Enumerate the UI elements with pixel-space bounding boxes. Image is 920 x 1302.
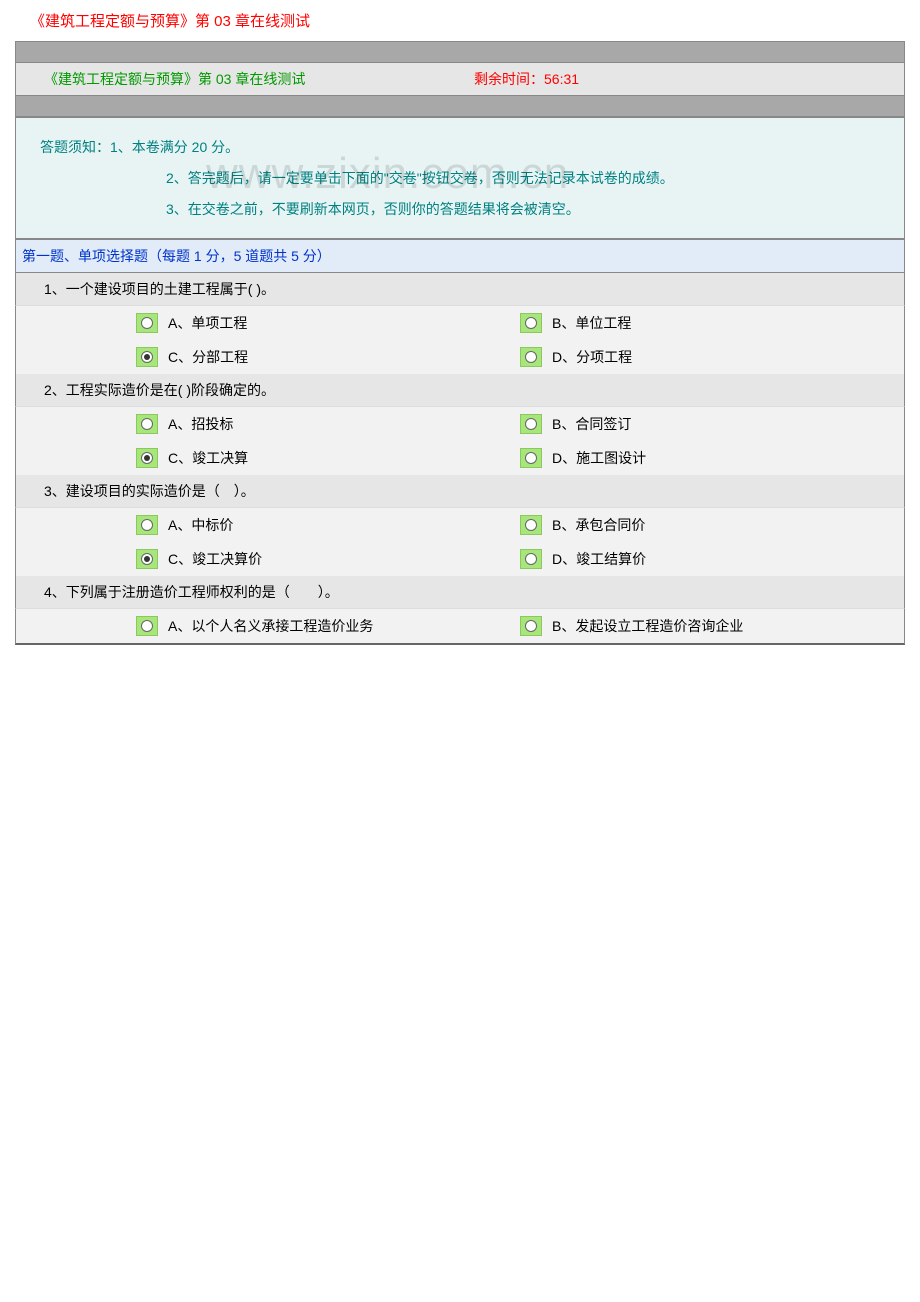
radio-dot-icon	[141, 620, 153, 632]
option-label: C、竣工决算价	[168, 549, 262, 569]
option-cell: C、竣工决算	[16, 448, 520, 468]
option-label: B、单位工程	[552, 313, 631, 333]
top-gray-bar	[15, 41, 905, 63]
radio-dot-icon	[525, 553, 537, 565]
radio-button[interactable]	[136, 347, 158, 367]
option-cell: C、竣工决算价	[16, 549, 520, 569]
option-cell: D、施工图设计	[520, 448, 904, 468]
radio-button[interactable]	[520, 616, 542, 636]
option-cell: A、中标价	[16, 515, 520, 535]
quiz-title: 《建筑工程定额与预算》第 03 章在线测试	[16, 69, 474, 89]
radio-button[interactable]	[520, 347, 542, 367]
option-label: A、招投标	[168, 414, 233, 434]
question-text: 4、下列属于注册造价工程师权利的是（ ）。	[15, 576, 905, 609]
radio-dot-icon	[141, 519, 153, 531]
radio-dot-icon	[141, 452, 153, 464]
quiz-header: 《建筑工程定额与预算》第 03 章在线测试 剩余时间：56:31	[15, 63, 905, 95]
question-text: 3、建设项目的实际造价是（ ）。	[15, 475, 905, 508]
radio-dot-icon	[525, 418, 537, 430]
options-row: C、竣工决算价 D、竣工结算价	[15, 542, 905, 576]
radio-dot-icon	[525, 351, 537, 363]
options-row: A、招投标 B、合同签订	[15, 407, 905, 441]
options-row: A、单项工程 B、单位工程	[15, 306, 905, 340]
radio-dot-icon	[141, 351, 153, 363]
option-label: C、分部工程	[168, 347, 248, 367]
radio-button[interactable]	[136, 448, 158, 468]
radio-dot-icon	[525, 519, 537, 531]
option-cell: A、以个人名义承接工程造价业务	[16, 616, 520, 636]
radio-dot-icon	[141, 317, 153, 329]
radio-dot-icon	[141, 418, 153, 430]
option-cell: D、竣工结算价	[520, 549, 904, 569]
notice-line-3: 3、在交卷之前，不要刷新本网页，否则你的答题结果将会被清空。	[40, 194, 904, 225]
option-label: B、承包合同价	[552, 515, 645, 535]
radio-button[interactable]	[136, 313, 158, 333]
option-cell: D、分项工程	[520, 347, 904, 367]
option-cell: A、招投标	[16, 414, 520, 434]
radio-button[interactable]	[136, 515, 158, 535]
option-label: A、单项工程	[168, 313, 247, 333]
option-cell: B、单位工程	[520, 313, 904, 333]
radio-button[interactable]	[520, 414, 542, 434]
notice-line-2: 2、答完题后，请一定要单击下面的"交卷"按钮交卷，否则无法记录本试卷的成绩。	[40, 163, 904, 194]
radio-button[interactable]	[520, 515, 542, 535]
radio-dot-icon	[525, 317, 537, 329]
radio-button[interactable]	[520, 549, 542, 569]
option-cell: B、承包合同价	[520, 515, 904, 535]
radio-button[interactable]	[520, 313, 542, 333]
option-label: B、合同签订	[552, 414, 631, 434]
section-header: 第一题、单项选择题（每题 1 分，5 道题共 5 分）	[15, 239, 905, 273]
radio-dot-icon	[525, 452, 537, 464]
radio-dot-icon	[525, 620, 537, 632]
notice-box: www.zixin.com.cn 答题须知：1、本卷满分 20 分。 2、答完题…	[15, 117, 905, 239]
question-text: 2、工程实际造价是在( )阶段确定的。	[15, 374, 905, 407]
option-label: D、施工图设计	[552, 448, 646, 468]
option-label: C、竣工决算	[168, 448, 248, 468]
option-label: D、竣工结算价	[552, 549, 646, 569]
option-cell: C、分部工程	[16, 347, 520, 367]
option-cell: A、单项工程	[16, 313, 520, 333]
option-cell: B、发起设立工程造价咨询企业	[520, 616, 904, 636]
option-label: A、中标价	[168, 515, 233, 535]
page-title: 《建筑工程定额与预算》第 03 章在线测试	[0, 0, 920, 41]
options-row: C、竣工决算 D、施工图设计	[15, 441, 905, 475]
notice-line-1: 答题须知：1、本卷满分 20 分。	[40, 132, 904, 163]
radio-button[interactable]	[136, 616, 158, 636]
options-row: A、中标价 B、承包合同价	[15, 508, 905, 542]
radio-dot-icon	[141, 553, 153, 565]
option-label: A、以个人名义承接工程造价业务	[168, 616, 373, 636]
questions-list: 1、一个建设项目的土建工程属于( )。 A、单项工程 B、单位工程 C、分部工程 D、分…	[15, 273, 905, 645]
question-text: 1、一个建设项目的土建工程属于( )。	[15, 273, 905, 306]
options-row: C、分部工程 D、分项工程	[15, 340, 905, 374]
mid-gray-bar	[15, 95, 905, 117]
options-row: A、以个人名义承接工程造价业务 B、发起设立工程造价咨询企业	[15, 609, 905, 645]
radio-button[interactable]	[136, 414, 158, 434]
remaining-time: 剩余时间：56:31	[474, 69, 904, 89]
quiz-container: 《建筑工程定额与预算》第 03 章在线测试 剩余时间：56:31 www.zix…	[15, 41, 905, 645]
option-label: B、发起设立工程造价咨询企业	[552, 616, 743, 636]
radio-button[interactable]	[520, 448, 542, 468]
radio-button[interactable]	[136, 549, 158, 569]
option-label: D、分项工程	[552, 347, 632, 367]
option-cell: B、合同签订	[520, 414, 904, 434]
